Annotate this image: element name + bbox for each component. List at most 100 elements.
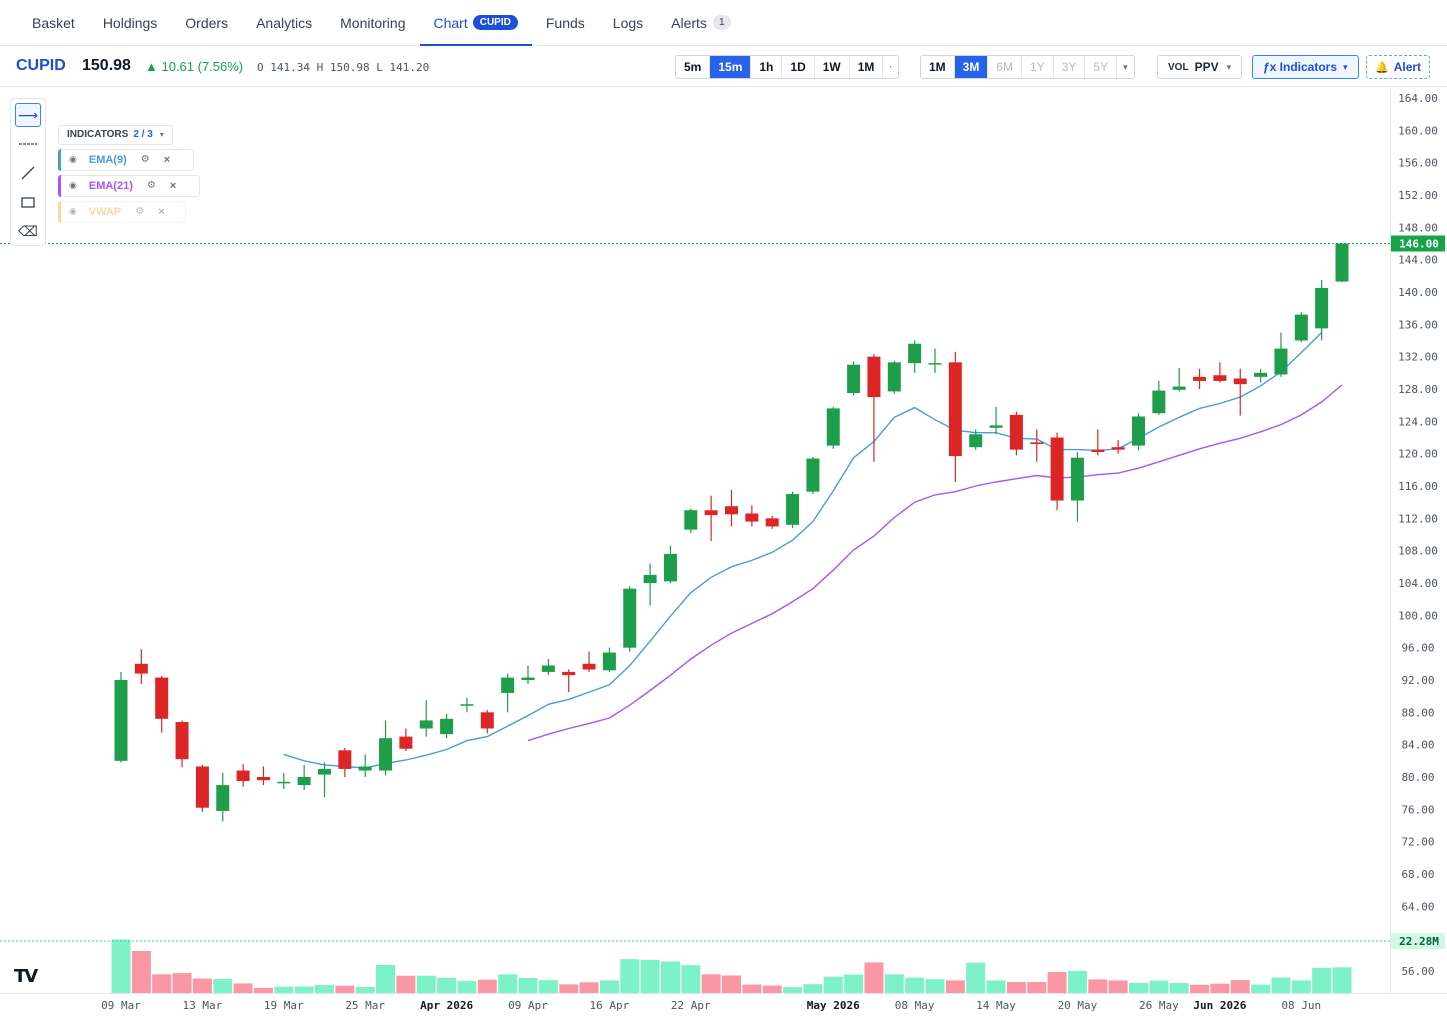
candle-body[interactable] [338,750,352,769]
eye-icon[interactable]: ◉ [69,154,77,164]
candle-body[interactable] [948,362,962,457]
candle-body[interactable] [1111,447,1125,450]
candle-body[interactable] [1030,442,1044,444]
candle-body[interactable] [277,781,291,784]
interval-1w[interactable]: 1W [815,56,850,78]
candle-body[interactable] [440,718,454,735]
alert-button[interactable]: 🔔 Alert [1366,55,1431,79]
candle-body[interactable] [1254,372,1268,377]
candle-body[interactable] [1294,314,1308,341]
close-icon[interactable]: × [163,153,171,166]
candle-body[interactable] [1213,375,1227,381]
candle-body[interactable] [582,663,596,670]
indicator-row-ema21[interactable]: ◉ EMA(21) ⚙ × [58,174,200,197]
candle-body[interactable] [1315,287,1329,329]
candle-body[interactable] [175,722,189,760]
candle-body[interactable] [989,425,1003,428]
chart-area[interactable]: 164.00 160.00 156.00 152.00 148.00 144.00 140.… [0,88,1447,1017]
candle-body[interactable] [806,458,820,492]
candle-body[interactable] [1274,348,1288,375]
candle-body[interactable] [419,720,433,729]
tab-basket[interactable]: Basket [18,0,89,45]
candle-body[interactable] [1009,414,1023,450]
price-chart[interactable]: 164.00 160.00 156.00 152.00 148.00 144.00 140.… [0,88,1447,1017]
candle-body[interactable] [867,356,881,398]
interval-1m[interactable]: 1M [850,56,884,78]
tab-funds[interactable]: Funds [532,0,599,45]
range-more-icon[interactable]: ▾ [1123,61,1128,72]
trendline-tool-icon[interactable] [15,161,41,185]
tab-orders[interactable]: Orders [171,0,242,45]
candle-body[interactable] [1335,243,1349,282]
candle-body[interactable] [1050,437,1064,501]
candle-body[interactable] [1091,449,1105,453]
indicator-row-ema9[interactable]: ◉ EMA(9) ⚙ × [58,148,194,171]
range-5y[interactable]: 5Y [1085,56,1118,78]
candle-body[interactable] [847,364,861,394]
candle-body[interactable] [1233,378,1247,385]
range-1y[interactable]: 1Y [1022,56,1054,78]
candle-body[interactable] [1070,457,1084,501]
interval-1h[interactable]: 1h [751,56,783,78]
candle-body[interactable] [480,712,494,729]
rectangle-tool-icon[interactable] [15,190,41,214]
candle-body[interactable] [908,343,922,364]
range-3m[interactable]: 3M [954,56,989,78]
tab-chart[interactable]: Chart CUPID [419,0,533,46]
interval-1d[interactable]: 1D [782,56,815,78]
candle-body[interactable] [521,677,535,680]
indicators-legend-header[interactable]: INDICATORS 2 / 3 ▾ [58,124,173,145]
arrow-tool-icon[interactable]: ⟶ [15,103,41,127]
close-icon[interactable]: × [158,205,165,218]
candle-body[interactable] [562,671,576,676]
range-6m[interactable]: 6M [988,56,1023,78]
interval-15m[interactable]: 15m [710,56,752,78]
candle-body[interactable] [318,768,331,775]
candle-body[interactable] [643,574,657,583]
candle-body[interactable] [216,785,230,811]
tab-logs[interactable]: Logs [599,0,657,45]
tab-monitoring[interactable]: Monitoring [326,0,419,45]
close-icon[interactable]: × [169,179,177,192]
candle-body[interactable] [765,518,779,527]
range-3y[interactable]: 3Y [1054,56,1086,78]
candle-body[interactable] [663,553,677,582]
candle-body[interactable] [236,770,250,782]
candle-body[interactable] [826,408,840,446]
candle-body[interactable] [887,362,901,392]
candle-body[interactable] [195,766,209,808]
interval-5m[interactable]: 5m [676,56,711,78]
eye-icon[interactable]: ◉ [69,206,77,216]
candle-body[interactable] [358,766,372,771]
range-1m[interactable]: 1M [921,56,955,78]
hline-tool-icon[interactable] [15,132,41,156]
candle-body[interactable] [541,665,555,672]
candle-body[interactable] [501,677,515,693]
gear-icon[interactable]: ⚙ [135,206,145,217]
candle-body[interactable] [1193,376,1207,381]
candle-body[interactable] [786,494,800,525]
symbol-label[interactable]: CUPID [16,57,66,74]
gear-icon[interactable]: ⚙ [140,154,150,165]
tab-holdings[interactable]: Holdings [89,0,171,45]
candle-body[interactable] [684,510,698,530]
eye-icon[interactable]: ◉ [69,180,77,190]
candle-body[interactable] [256,777,270,781]
candle-body[interactable] [623,588,637,648]
candle-body[interactable] [1132,416,1145,446]
candle-body[interactable] [379,738,393,771]
candle-body[interactable] [928,363,942,365]
interval-more-icon[interactable]: · [889,62,893,72]
indicator-row-vwap[interactable]: ◉ VWAP ⚙ × [58,200,186,223]
candle-body[interactable] [114,680,128,761]
gear-icon[interactable]: ⚙ [146,180,156,191]
candle-body[interactable] [399,736,413,749]
candle-body[interactable] [745,513,759,522]
candle-body[interactable] [1152,390,1166,414]
candle-body[interactable] [460,704,474,706]
candle-body[interactable] [1172,386,1186,390]
tab-analytics[interactable]: Analytics [242,0,326,45]
candle-body[interactable] [134,663,148,674]
candle-body[interactable] [602,652,616,671]
volume-type-dropdown[interactable]: VOL PPV ▾ [1157,55,1243,79]
